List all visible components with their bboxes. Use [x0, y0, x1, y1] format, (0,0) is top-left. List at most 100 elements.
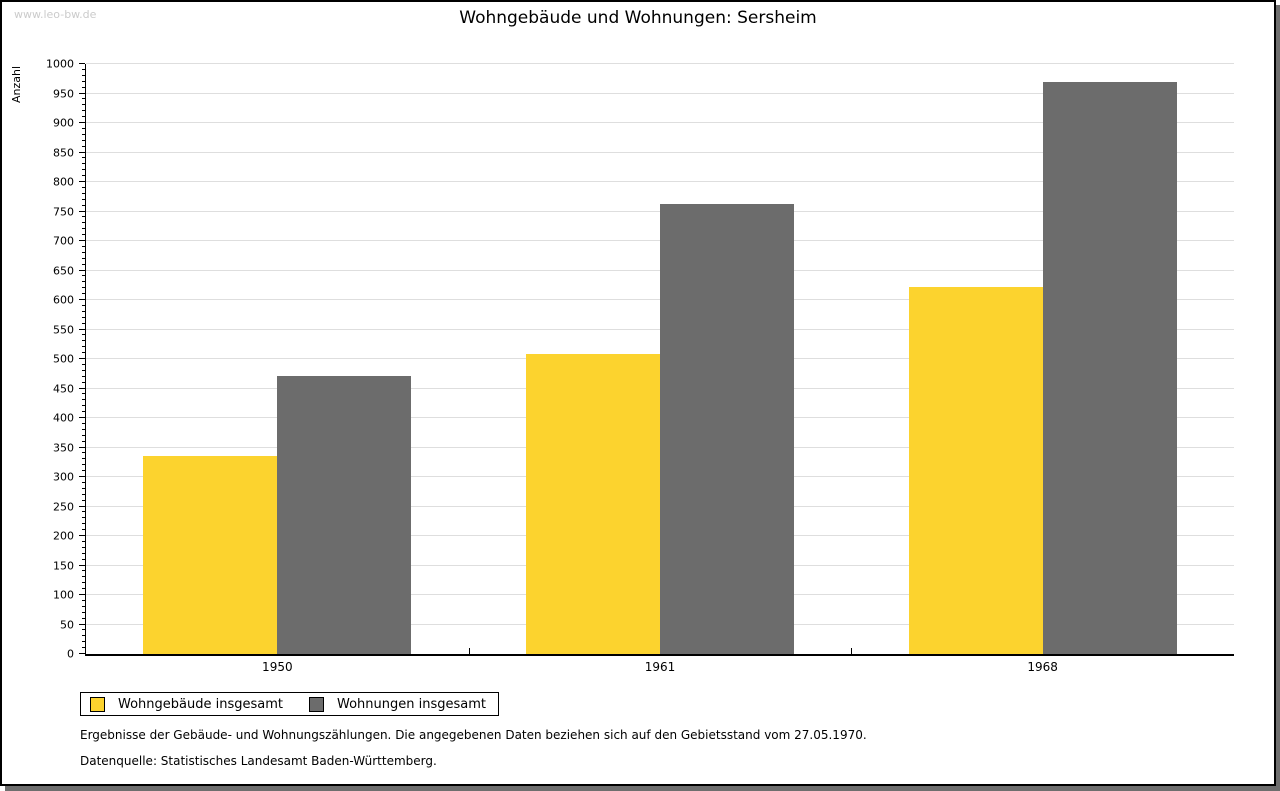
bar [908, 287, 1043, 654]
y-axis-minor-tick [82, 458, 85, 460]
legend-label: Wohnungen insgesamt [337, 696, 486, 712]
y-axis-minor-tick [82, 216, 85, 218]
y-axis-major-tick [79, 151, 85, 153]
y-axis-minor-tick [82, 352, 85, 354]
y-axis-tick-label: 750 [53, 205, 74, 218]
y-axis-minor-tick [82, 517, 85, 519]
y-axis-minor-tick [82, 304, 85, 306]
y-axis-tick-label: 550 [53, 323, 74, 336]
y-axis-major-tick [79, 63, 85, 64]
y-axis-minor-tick [82, 133, 85, 135]
x-axis-labels: 1950 1961 1968 [86, 64, 1234, 674]
y-axis-tick-label: 0 [67, 647, 74, 661]
y-axis-tick-label: 450 [53, 382, 74, 395]
y-axis-minor-tick [82, 499, 85, 501]
y-axis-tick-label: 700 [53, 234, 74, 248]
y-axis-minor-tick [82, 145, 85, 147]
y-axis-minor-tick [82, 605, 85, 607]
y-axis-minor-tick [82, 470, 85, 472]
y-axis-minor-tick [82, 275, 85, 277]
y-axis-minor-tick [82, 487, 85, 489]
y-axis-minor-tick [82, 263, 85, 265]
y-axis-tick-label: 800 [53, 175, 74, 189]
y-axis-major-tick [79, 210, 85, 212]
y-axis-minor-tick [82, 127, 85, 129]
y-axis-minor-tick [82, 310, 85, 312]
bar [277, 375, 412, 654]
y-axis-minor-tick [82, 434, 85, 436]
footnote-line-2: Datenquelle: Statistisches Landesamt Bad… [80, 754, 437, 768]
y-axis-major-tick [79, 653, 85, 654]
x-axis-tick-label: 1961 [644, 660, 676, 674]
y-axis-minor-tick [82, 334, 85, 336]
y-axis-minor-tick [82, 316, 85, 318]
y-axis-minor-tick [82, 570, 85, 572]
x-axis-tick-label: 1950 [262, 660, 293, 674]
y-axis-tick-label: 200 [53, 529, 74, 543]
y-axis-minor-tick [82, 281, 85, 283]
gridline [86, 63, 1234, 64]
y-axis-minor-tick [82, 74, 85, 76]
y-axis-tick-label: 100 [53, 588, 74, 602]
y-axis-major-tick [79, 328, 85, 330]
y-axis-minor-tick [82, 228, 85, 230]
x-axis-divider-tick [468, 648, 470, 654]
y-axis-minor-tick [82, 523, 85, 525]
y-axis-major-tick [79, 122, 85, 123]
y-axis-minor-tick [82, 198, 85, 200]
footnote: Ergebnisse der Gebäude- und Wohnungszähl… [80, 728, 867, 768]
y-axis-minor-tick [82, 192, 85, 194]
y-axis-minor-tick [82, 139, 85, 141]
y-axis-tick-label: 50 [60, 618, 74, 631]
y-axis-major-tick [79, 299, 85, 300]
y-axis-minor-tick [82, 245, 85, 247]
bar [526, 354, 660, 654]
y-axis-tick-label: 250 [53, 500, 74, 513]
y-axis-minor-tick [82, 169, 85, 171]
watermark: www.leo-bw.de [14, 8, 97, 21]
y-axis-minor-tick [82, 422, 85, 424]
y-axis-minor-tick [82, 529, 85, 531]
y-axis-major-tick [79, 269, 85, 271]
y-axis-minor-tick [82, 116, 85, 118]
bar-group-1968 [851, 64, 1234, 654]
y-axis-minor-tick [82, 175, 85, 177]
y-axis-minor-tick [82, 104, 85, 106]
y-axis-minor-tick [82, 393, 85, 395]
y-axis-minor-tick [82, 635, 85, 637]
y-axis-minor-tick [82, 363, 85, 365]
y-axis-minor-tick [82, 157, 85, 159]
y-axis-minor-tick [82, 411, 85, 413]
y-axis-tick-label: 900 [53, 116, 74, 130]
legend-swatch-icon [309, 696, 324, 712]
y-axis-minor-tick [82, 98, 85, 100]
y-axis-minor-tick [82, 582, 85, 584]
y-axis-minor-tick [82, 234, 85, 236]
y-axis-tick-label: 950 [53, 87, 74, 100]
y-axis-minor-tick [82, 611, 85, 613]
y-axis-major-tick [79, 358, 85, 359]
bar-series [86, 64, 1234, 654]
y-axis-tick-label: 650 [53, 264, 74, 277]
y-axis-minor-tick [82, 375, 85, 377]
y-axis-minor-tick [82, 68, 85, 70]
y-axis-major-tick [79, 387, 85, 389]
y-axis-minor-tick [82, 163, 85, 165]
y-axis-minor-tick [82, 399, 85, 401]
legend-item: Wohnungen insgesamt [309, 696, 486, 712]
y-axis-tick-label: 500 [53, 352, 74, 366]
gridline [86, 181, 1234, 182]
y-axis-minor-tick [82, 546, 85, 548]
y-axis-minor-tick [82, 617, 85, 619]
y-axis-minor-tick [82, 287, 85, 289]
x-axis-tick-label: 1968 [1027, 660, 1058, 674]
y-axis-minor-tick [82, 493, 85, 495]
y-axis-minor-tick [82, 647, 85, 649]
y-axis-tick-label: 350 [53, 441, 74, 454]
y-axis-minor-tick [82, 540, 85, 542]
y-axis-minor-tick [82, 204, 85, 206]
footnote-line-1: Ergebnisse der Gebäude- und Wohnungszähl… [80, 728, 867, 742]
chart-title: Wohngebäude und Wohnungen: Sersheim [459, 8, 817, 28]
y-axis-major-tick [79, 446, 85, 448]
y-axis-major-tick [79, 564, 85, 566]
